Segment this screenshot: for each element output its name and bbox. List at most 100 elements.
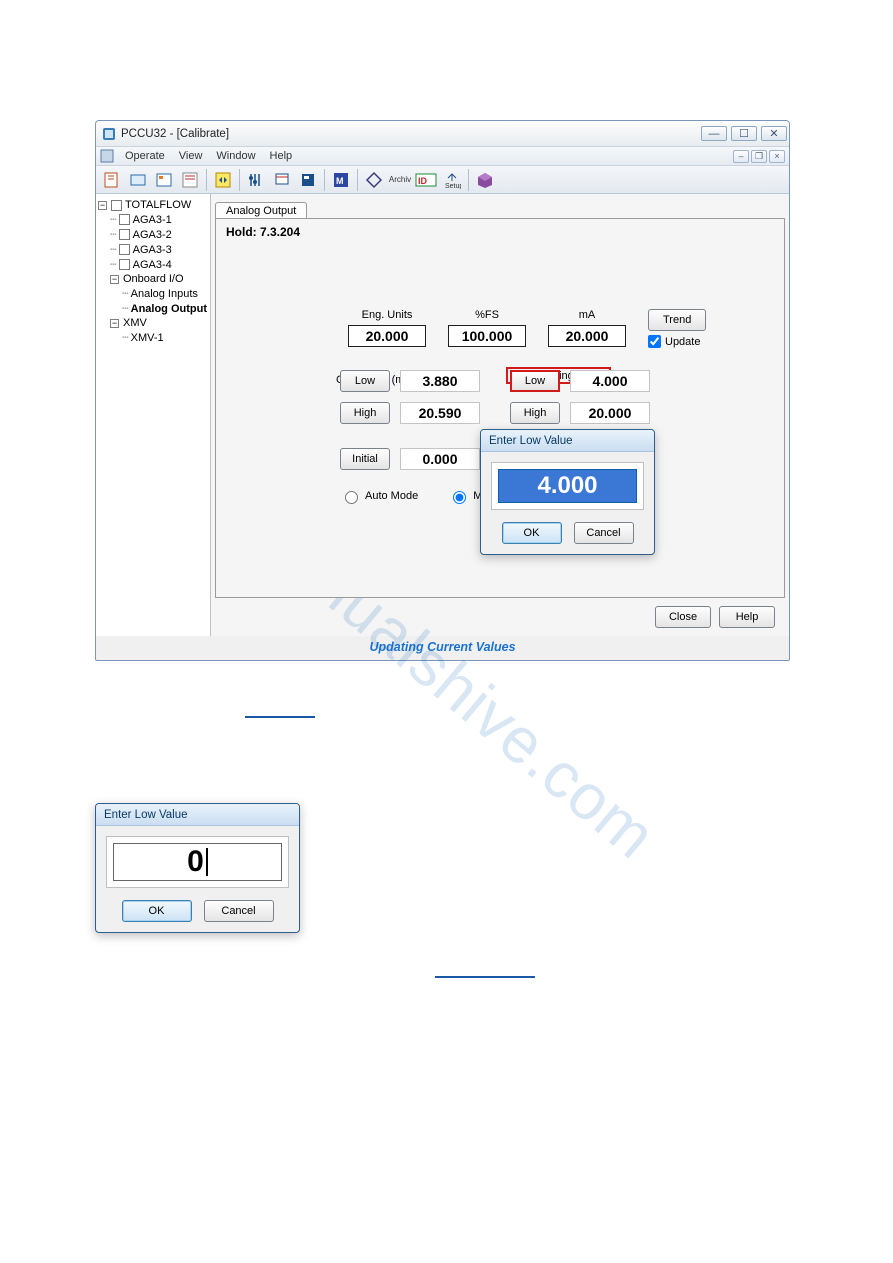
tree-item-label: AGA3-2 [133, 229, 172, 241]
tree-xmv[interactable]: −XMV [98, 316, 208, 330]
cancel-button[interactable]: Cancel [204, 900, 274, 922]
toolbar-btn-7[interactable] [270, 169, 294, 191]
update-checkbox-input[interactable] [648, 335, 661, 348]
side-controls: Trend Update [648, 309, 706, 348]
eu-low-value: 4.000 [570, 370, 650, 392]
checkbox-icon[interactable] [119, 214, 130, 225]
tree-item-label: AGA3-3 [133, 244, 172, 256]
tree-root[interactable]: − TOTALFLOW [98, 198, 208, 212]
toolbar-sep-2 [239, 169, 240, 191]
dialog2-value-input[interactable]: 0 [113, 843, 282, 881]
mdi-close-button[interactable]: × [769, 150, 785, 163]
toolbar-btn-help[interactable] [473, 169, 497, 191]
tree-aga2[interactable]: ┄AGA3-2 [98, 227, 208, 242]
svg-text:M: M [336, 176, 344, 186]
toolbar-btn-6[interactable] [244, 169, 268, 191]
collapse-icon[interactable]: − [98, 201, 107, 210]
auto-radio-input[interactable] [345, 491, 358, 504]
toolbar: M Archiv ID Setup [96, 166, 789, 194]
toolbar-btn-8[interactable] [296, 169, 320, 191]
cal-high-value: 20.590 [400, 402, 480, 424]
window-controls: — ☐ ✕ [701, 126, 787, 141]
initial-button[interactable]: Initial [340, 448, 390, 470]
close-button[interactable]: Close [655, 606, 711, 628]
svg-text:ID: ID [418, 176, 428, 186]
tree-aga4[interactable]: ┄AGA3-4 [98, 257, 208, 272]
eu-high-value: 20.000 [570, 402, 650, 424]
tree-analog-output[interactable]: ┄Analog Output [98, 301, 208, 316]
toolbar-btn-archive[interactable]: Archiv [388, 169, 412, 191]
menu-help[interactable]: Help [263, 150, 300, 162]
mdi-restore-button[interactable]: ❐ [751, 150, 767, 163]
eu-low-button[interactable]: Low [510, 370, 560, 392]
ok-button[interactable]: OK [502, 522, 562, 544]
checkbox-icon[interactable] [119, 259, 130, 270]
minimize-button[interactable]: — [701, 126, 727, 141]
col-ma: mA 20.000 [542, 309, 632, 348]
titlebar[interactable]: PCCU32 - [Calibrate] — ☐ ✕ [96, 121, 789, 147]
tree-aga3[interactable]: ┄AGA3-3 [98, 242, 208, 257]
tree-aga1[interactable]: ┄AGA3-1 [98, 212, 208, 227]
toolbar-btn-10[interactable] [362, 169, 386, 191]
toolbar-btn-1[interactable] [100, 169, 124, 191]
checkbox-icon[interactable] [119, 229, 130, 240]
enter-low-value-dialog: Enter Low Value 4.000 OK Cancel [480, 429, 655, 555]
toolbar-sep-4 [357, 169, 358, 191]
mdi-minimize-button[interactable]: – [733, 150, 749, 163]
tab-analog-output[interactable]: Analog Output [215, 202, 307, 219]
auto-mode-radio[interactable]: Auto Mode [340, 488, 418, 504]
tree-onboard[interactable]: −Onboard I/O [98, 272, 208, 286]
menu-operate[interactable]: Operate [118, 150, 172, 162]
ma-label: mA [579, 309, 596, 321]
tree-pane: − TOTALFLOW ┄AGA3-1 ┄AGA3-2 ┄AGA3-3 ┄AGA… [96, 194, 211, 636]
toolbar-sep-1 [206, 169, 207, 191]
page-wrap: PCCU32 - [Calibrate] — ☐ ✕ Operate View … [0, 0, 893, 981]
tree-item-label: AGA3-4 [133, 259, 172, 271]
update-checkbox[interactable]: Update [648, 335, 700, 348]
cancel-button[interactable]: Cancel [574, 522, 634, 544]
cal-low-value: 3.880 [400, 370, 480, 392]
dialog-body: 4.000 OK Cancel [481, 452, 654, 554]
hold-label: Hold: 7.3.204 [222, 225, 778, 239]
dialog-input-frame: 4.000 [491, 462, 644, 510]
checkbox-icon[interactable] [111, 200, 122, 211]
menu-window[interactable]: Window [209, 150, 262, 162]
dialog-value-input[interactable]: 4.000 [498, 469, 637, 503]
ma-value: 20.000 [548, 325, 626, 347]
checkbox-icon[interactable] [119, 244, 130, 255]
mdi-controls: – ❐ × [733, 150, 785, 163]
toolbar-btn-4[interactable] [178, 169, 202, 191]
trend-button[interactable]: Trend [648, 309, 706, 331]
dialog2-buttons: OK Cancel [106, 900, 289, 922]
auto-mode-label: Auto Mode [365, 490, 418, 502]
figure-link-2 [95, 969, 798, 981]
tree-item-label: XMV-1 [131, 332, 164, 344]
cal-high-button[interactable]: High [340, 402, 390, 424]
collapse-icon[interactable]: − [110, 319, 119, 328]
tree-analog-inputs[interactable]: ┄Analog Inputs [98, 286, 208, 301]
toolbar-btn-9[interactable]: M [329, 169, 353, 191]
toolbar-btn-12[interactable]: ID [414, 169, 438, 191]
maximize-button[interactable]: ☐ [731, 126, 757, 141]
toolbar-btn-3[interactable] [152, 169, 176, 191]
manual-radio-input[interactable] [453, 491, 466, 504]
toolbar-btn-2[interactable] [126, 169, 150, 191]
toolbar-btn-refresh[interactable] [211, 169, 235, 191]
tree-item-label: Analog Output [131, 303, 207, 315]
collapse-icon[interactable]: − [110, 275, 119, 284]
ok-button[interactable]: OK [122, 900, 192, 922]
help-button[interactable]: Help [719, 606, 775, 628]
close-window-button[interactable]: ✕ [761, 126, 787, 141]
dialog-title[interactable]: Enter Low Value [481, 430, 654, 452]
col-eng: Eng. Units 20.000 [342, 309, 432, 348]
tree-item-label: XMV [123, 317, 147, 329]
tree-item-label: Analog Inputs [131, 288, 198, 300]
cal-low-button[interactable]: Low [340, 370, 390, 392]
dialog2-body: 0 OK Cancel [96, 826, 299, 932]
eu-high-button[interactable]: High [510, 402, 560, 424]
tree-xmv1[interactable]: ┄XMV-1 [98, 330, 208, 345]
toolbar-btn-setup[interactable]: Setup [440, 169, 464, 191]
dialog2-title[interactable]: Enter Low Value [96, 804, 299, 826]
initial-value: 0.000 [400, 448, 480, 470]
menu-view[interactable]: View [172, 150, 210, 162]
